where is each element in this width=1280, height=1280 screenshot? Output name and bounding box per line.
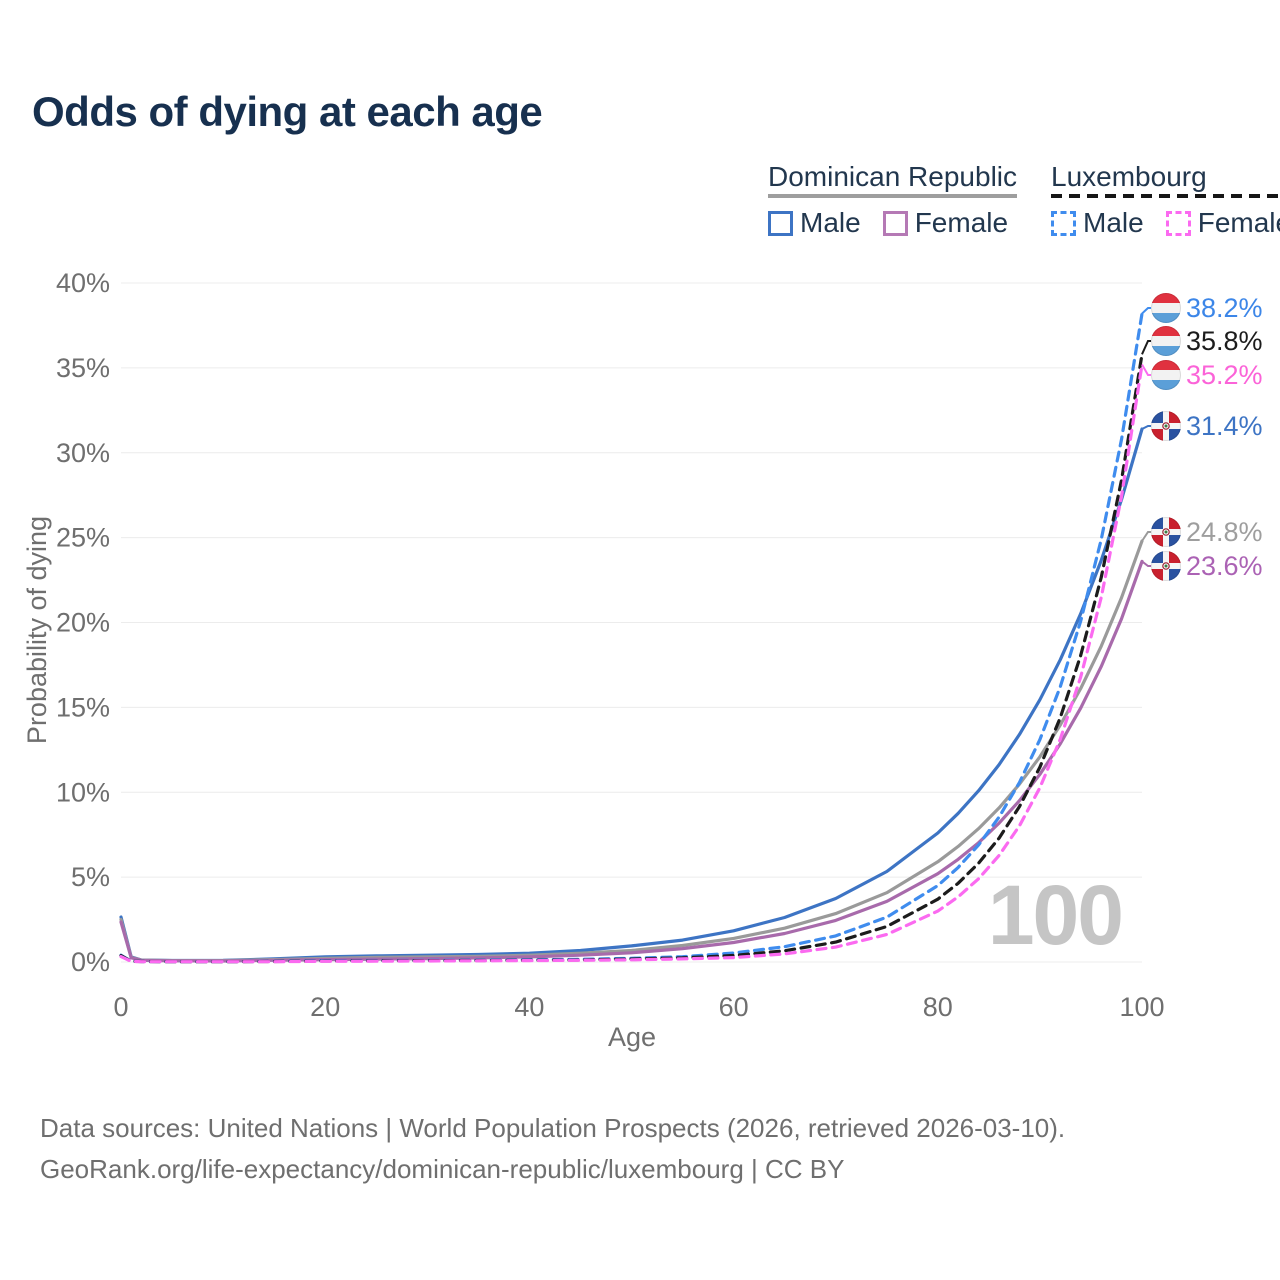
footer: Data sources: United Nations | World Pop… xyxy=(40,1108,1065,1190)
endpoint-value-dominican-republic-female: 23.6% xyxy=(1186,551,1263,581)
endpoint-value-luxembourg-male: 38.2% xyxy=(1186,293,1263,323)
leader-line-luxembourg-male xyxy=(1141,307,1151,315)
legend: Dominican Republic Male Female Luxembourg Ma… xyxy=(768,162,1280,239)
data-sources-line: Data sources: United Nations | World Pop… xyxy=(40,1113,1066,1143)
x-tick-0: 0 xyxy=(113,992,128,1022)
y-tick-5%: 5% xyxy=(71,862,110,892)
leader-line-luxembourg-female xyxy=(1141,364,1151,376)
dominican-republic-flag-icon xyxy=(1151,411,1181,441)
x-tick-100: 100 xyxy=(1119,992,1164,1022)
y-tick-15%: 15% xyxy=(56,692,110,722)
dominican-republic-flag-icon xyxy=(1151,551,1181,581)
legend-item-luxembourg-female[interactable]: Female xyxy=(1165,207,1280,239)
y-tick-35%: 35% xyxy=(56,353,110,383)
legend-item-label: Female xyxy=(1197,207,1280,238)
legend-item-label: Male xyxy=(1083,207,1144,238)
hover-age-watermark: 100 xyxy=(988,868,1122,962)
legend-swatch-dominican-republic-male xyxy=(768,210,793,236)
series-line-dominican-republic-female[interactable] xyxy=(119,559,1144,963)
endpoint-value-luxembourg-both: 35.8% xyxy=(1186,326,1263,356)
x-tick-80: 80 xyxy=(923,992,953,1022)
y-axis-title: Probability of dying xyxy=(22,516,52,744)
leader-line-dominican-republic-both xyxy=(1141,531,1151,542)
x-tick-20: 20 xyxy=(310,992,340,1022)
y-tick-20%: 20% xyxy=(56,608,110,638)
legend-swatch-luxembourg-male xyxy=(1051,210,1077,236)
series-line-luxembourg-both[interactable] xyxy=(119,352,1144,964)
legend-swatch-luxembourg-female xyxy=(1165,210,1191,236)
y-tick-40%: 40% xyxy=(56,268,110,298)
legend-item-luxembourg-male[interactable]: Male xyxy=(1051,207,1144,239)
legend-underline-dashed xyxy=(1051,194,1280,198)
legend-group-dominican-republic: Dominican Republic Male Female xyxy=(768,161,1018,239)
legend-items-luxembourg: Male Female xyxy=(1051,207,1280,239)
endpoint-value-luxembourg-female: 35.2% xyxy=(1186,360,1263,390)
endpoint-value-dominican-republic-male: 31.4% xyxy=(1186,411,1263,441)
luxembourg-flag-icon xyxy=(1151,360,1181,390)
legend-country-label-luxembourg: Luxembourg xyxy=(1051,161,1207,192)
legend-group-luxembourg: Luxembourg Male Female xyxy=(1051,162,1280,239)
leader-line-dominican-republic-male xyxy=(1141,425,1151,430)
x-tick-40: 40 xyxy=(514,992,544,1022)
series-line-luxembourg-female[interactable] xyxy=(119,362,1144,964)
y-tick-10%: 10% xyxy=(56,777,110,807)
y-tick-25%: 25% xyxy=(56,523,110,553)
leader-line-dominican-republic-female xyxy=(1141,560,1151,567)
legend-swatch-dominican-republic-female xyxy=(882,210,908,236)
legend-item-dominican-republic-female[interactable]: Female xyxy=(882,207,1009,239)
legend-country-label-dominican-republic: Dominican Republic xyxy=(768,161,1018,192)
series-line-luxembourg-male[interactable] xyxy=(119,312,1144,964)
attribution-line: GeoRank.org/life-expectancy/dominican-re… xyxy=(40,1154,845,1184)
y-tick-30%: 30% xyxy=(56,438,110,468)
page-title: Odds of dying at each age xyxy=(32,88,543,135)
dominican-republic-flag-icon xyxy=(1151,517,1181,547)
y-tick-0%: 0% xyxy=(71,947,110,977)
x-tick-60: 60 xyxy=(719,992,749,1022)
legend-items-dominican-republic: Male Female xyxy=(768,207,1017,239)
luxembourg-flag-icon xyxy=(1151,326,1181,356)
legend-item-dominican-republic-male[interactable]: Male xyxy=(768,207,861,239)
x-axis-title: Age xyxy=(608,1022,656,1052)
legend-underline-solid xyxy=(768,194,1018,198)
legend-item-label: Male xyxy=(800,207,861,238)
legend-item-label: Female xyxy=(914,207,1009,238)
leader-line-luxembourg-both xyxy=(1141,340,1151,355)
endpoint-value-dominican-republic-both: 24.8% xyxy=(1186,517,1263,547)
luxembourg-flag-icon xyxy=(1151,293,1181,323)
